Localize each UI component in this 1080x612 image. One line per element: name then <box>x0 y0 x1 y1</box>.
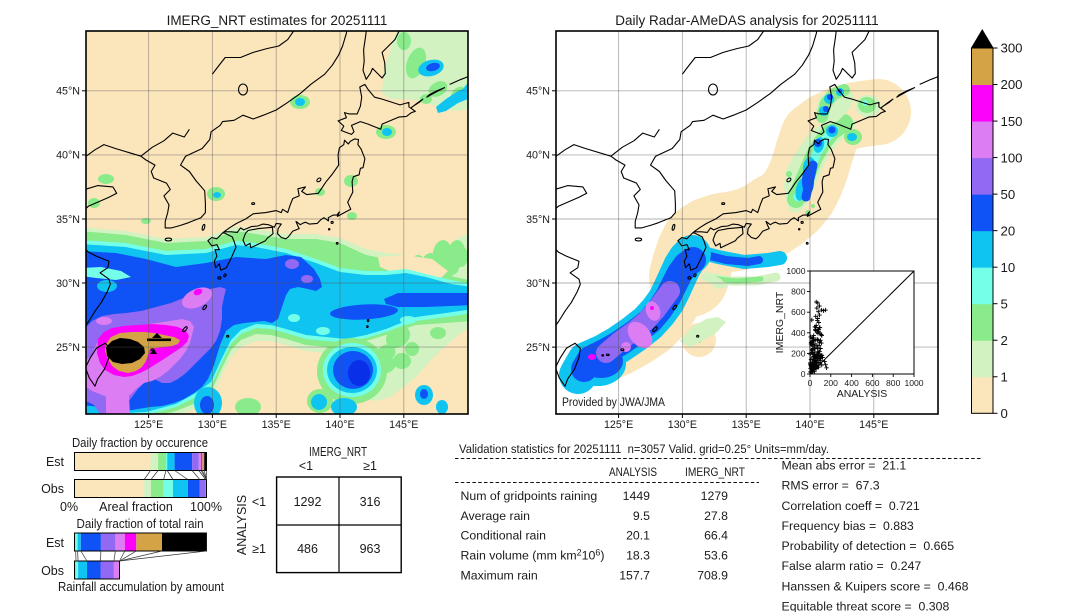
svg-text:125°E: 125°E <box>604 419 633 431</box>
svg-text:Provided by JWA/JMA: Provided by JWA/JMA <box>562 395 666 409</box>
svg-text:Daily fraction of total rain: Daily fraction of total rain <box>77 517 204 531</box>
svg-text:IMERG_NRT: IMERG_NRT <box>685 465 745 479</box>
svg-text:140°E: 140°E <box>325 419 354 431</box>
svg-text:RMS error = 67.3: RMS error = 67.3 <box>782 479 880 493</box>
svg-text:140°E: 140°E <box>795 419 824 431</box>
svg-text:Hanssen & Kuipers score = 0.4: Hanssen & Kuipers score = 0.468 <box>782 579 969 593</box>
svg-text:Mean abs error = 21.1: Mean abs error = 21.1 <box>782 459 907 473</box>
svg-text:200: 200 <box>824 378 839 388</box>
svg-text:20.1: 20.1 <box>626 529 650 543</box>
svg-text:400: 400 <box>844 378 859 388</box>
svg-text:ANALYSIS: ANALYSIS <box>837 388 888 400</box>
svg-text:IMERG_NRT: IMERG_NRT <box>309 445 367 459</box>
svg-text:0: 0 <box>801 369 806 379</box>
svg-text:135°E: 135°E <box>262 419 291 431</box>
svg-text:27.8: 27.8 <box>704 509 728 523</box>
svg-text:Rain volume (mm km2106): Rain volume (mm km2106) <box>461 548 605 563</box>
svg-text:125°E: 125°E <box>134 419 163 431</box>
svg-text:ANALYSIS: ANALYSIS <box>609 465 657 479</box>
svg-text:Validation statistics for 2025: Validation statistics for 20251111 n=305… <box>459 442 829 456</box>
svg-text:Est: Est <box>46 455 65 469</box>
svg-text:200: 200 <box>791 348 806 358</box>
svg-text:Rainfall accumulation by amoun: Rainfall accumulation by amount <box>58 580 224 594</box>
svg-text:Obs: Obs <box>41 564 64 578</box>
svg-text:1000: 1000 <box>904 378 923 388</box>
svg-text:157.7: 157.7 <box>619 568 650 582</box>
svg-text:25°N: 25°N <box>56 342 80 354</box>
svg-text:40°N: 40°N <box>56 150 80 162</box>
svg-text:Est: Est <box>46 536 65 550</box>
svg-text:Correlation coeff = 0.721: Correlation coeff = 0.721 <box>782 499 920 513</box>
svg-text:300: 300 <box>1001 41 1023 56</box>
svg-text:66.4: 66.4 <box>704 529 728 543</box>
svg-text:Daily Radar-AMeDAS analysis fo: Daily Radar-AMeDAS analysis for 20251111 <box>615 13 878 28</box>
svg-text:135°E: 135°E <box>732 419 761 431</box>
svg-text:≥1: ≥1 <box>252 542 266 556</box>
svg-text:Obs: Obs <box>41 482 64 496</box>
svg-text:600: 600 <box>865 378 880 388</box>
svg-text:100%: 100% <box>190 500 222 514</box>
svg-text:Frequency bias = 0.883: Frequency bias = 0.883 <box>782 519 914 533</box>
svg-text:Areal fraction: Areal fraction <box>99 500 173 514</box>
svg-text:50: 50 <box>1001 187 1016 202</box>
svg-text:708.9: 708.9 <box>697 568 728 582</box>
svg-text:Num of gridpoints raining: Num of gridpoints raining <box>461 489 598 503</box>
svg-text:1292: 1292 <box>294 495 322 509</box>
svg-text:200: 200 <box>1001 77 1023 92</box>
svg-text:ANALYSIS: ANALYSIS <box>235 495 249 555</box>
svg-text:45°N: 45°N <box>526 86 550 98</box>
svg-text:0: 0 <box>1001 406 1008 421</box>
svg-text:False alarm ratio = 0.247: False alarm ratio = 0.247 <box>782 559 922 573</box>
svg-text:486: 486 <box>297 542 318 556</box>
svg-text:35°N: 35°N <box>56 214 80 226</box>
svg-text:Conditional rain: Conditional rain <box>461 529 547 543</box>
svg-text:1279: 1279 <box>701 489 729 503</box>
svg-text:18.3: 18.3 <box>626 549 650 563</box>
svg-text:130°E: 130°E <box>668 419 697 431</box>
svg-text:Probability of detection = 0.: Probability of detection = 0.665 <box>782 539 955 553</box>
svg-text:Maximum rain: Maximum rain <box>461 568 538 582</box>
svg-text:1: 1 <box>1001 369 1008 384</box>
svg-text:25°N: 25°N <box>526 342 550 354</box>
svg-text:316: 316 <box>360 495 381 509</box>
svg-text:0: 0 <box>808 378 813 388</box>
svg-text:<1: <1 <box>252 495 266 509</box>
svg-text:<1: <1 <box>299 459 313 473</box>
svg-text:145°E: 145°E <box>389 419 418 431</box>
svg-text:1449: 1449 <box>623 489 651 503</box>
svg-text:800: 800 <box>791 287 806 297</box>
svg-text:2: 2 <box>1001 333 1008 348</box>
svg-text:20: 20 <box>1001 223 1016 238</box>
svg-text:IMERG_NRT estimates for 202511: IMERG_NRT estimates for 20251111 <box>167 13 388 28</box>
svg-text:Daily fraction by occurence: Daily fraction by occurence <box>72 436 208 450</box>
svg-text:53.6: 53.6 <box>704 549 728 563</box>
svg-text:30°N: 30°N <box>56 278 80 290</box>
svg-text:130°E: 130°E <box>198 419 227 431</box>
svg-text:0%: 0% <box>60 500 78 514</box>
svg-text:40°N: 40°N <box>526 150 550 162</box>
svg-text:Equitable threat score = 0.30: Equitable threat score = 0.308 <box>782 600 950 612</box>
svg-text:45°N: 45°N <box>56 86 80 98</box>
svg-text:Average rain: Average rain <box>461 509 531 523</box>
svg-text:145°E: 145°E <box>859 419 888 431</box>
svg-text:IMERG_NRT: IMERG_NRT <box>774 291 786 353</box>
svg-text:10: 10 <box>1001 260 1016 275</box>
svg-text:9.5: 9.5 <box>633 509 650 523</box>
svg-text:800: 800 <box>886 378 901 388</box>
svg-text:1000: 1000 <box>786 266 805 276</box>
svg-text:30°N: 30°N <box>526 278 550 290</box>
svg-text:5: 5 <box>1001 296 1008 311</box>
svg-text:≥1: ≥1 <box>363 459 377 473</box>
svg-text:963: 963 <box>360 542 381 556</box>
svg-text:600: 600 <box>791 307 806 317</box>
svg-text:100: 100 <box>1001 150 1023 165</box>
svg-text:400: 400 <box>791 328 806 338</box>
svg-text:150: 150 <box>1001 114 1023 129</box>
svg-text:35°N: 35°N <box>526 214 550 226</box>
